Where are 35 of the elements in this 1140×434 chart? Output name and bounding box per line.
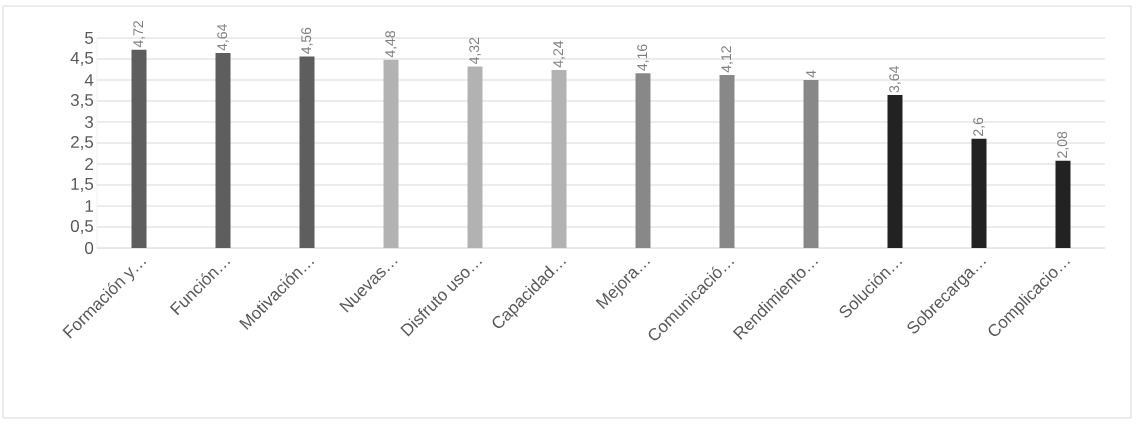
y-tick-label: 1,5 <box>71 178 94 192</box>
y-tick-label: 0,5 <box>70 219 94 235</box>
data-label: 4,32 <box>469 37 481 65</box>
data-label: 4,12 <box>721 46 733 73</box>
bar <box>719 74 735 248</box>
y-tick-label: 3,5 <box>70 93 94 109</box>
bar <box>971 138 987 248</box>
data-label: 3,64 <box>889 66 901 93</box>
bar <box>299 56 315 248</box>
data-label: 2,6 <box>973 117 985 136</box>
bar <box>131 49 147 248</box>
bar <box>635 73 651 248</box>
y-tick-label: 1 <box>85 200 93 212</box>
y-tick-label: 2,5 <box>71 135 94 151</box>
data-label: 4,24 <box>553 40 565 68</box>
y-tick-label: 4 <box>84 74 94 86</box>
data-label: 4,48 <box>385 31 397 58</box>
bar <box>1055 160 1071 248</box>
y-tick-label: 2 <box>85 158 93 170</box>
data-label: 4,64 <box>217 24 229 51</box>
data-label: 4,16 <box>637 44 649 71</box>
y-tick-label: 4,5 <box>70 52 94 66</box>
y-tick-label: 5 <box>85 32 94 44</box>
data-label: 4 <box>806 70 816 78</box>
bar <box>215 53 231 248</box>
data-label: 2,08 <box>1057 131 1069 158</box>
y-tick-label: 3 <box>85 115 94 129</box>
bar <box>803 79 819 248</box>
bar <box>551 69 567 248</box>
data-label: 4,56 <box>301 27 313 54</box>
bar <box>467 66 483 248</box>
y-tick-label: 0 <box>85 241 94 255</box>
bar <box>383 59 399 248</box>
data-label: 4,72 <box>133 21 145 48</box>
bar <box>887 95 903 248</box>
